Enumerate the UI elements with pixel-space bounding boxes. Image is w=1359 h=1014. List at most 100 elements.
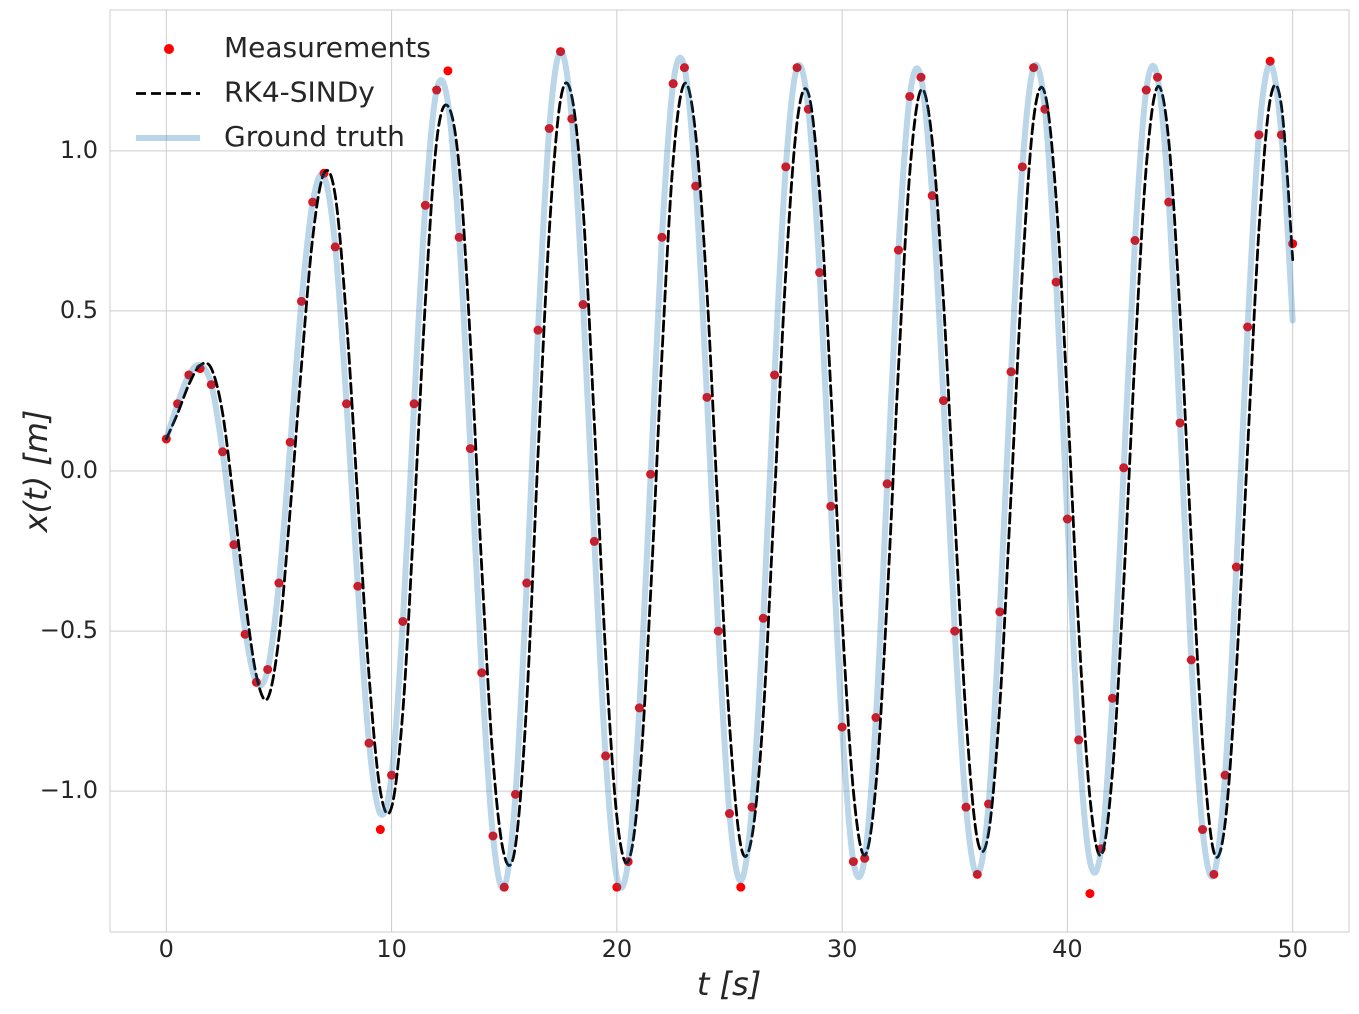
measurement-point — [218, 447, 228, 457]
measurement-point — [375, 825, 385, 835]
x-tick-label: 30 — [827, 935, 858, 963]
measurement-point — [1243, 322, 1253, 332]
measurement-point — [1231, 562, 1241, 572]
measurement-point — [1186, 655, 1196, 665]
measurement-point — [263, 664, 273, 674]
measurement-point — [1006, 367, 1016, 377]
legend-label: Ground truth — [224, 120, 405, 153]
plot-frame — [109, 9, 1350, 933]
measurement-point — [916, 72, 926, 82]
measurement-point — [646, 469, 656, 479]
series-line — [164, 81, 1295, 867]
measurement-point — [758, 613, 768, 623]
measurement-point — [713, 626, 723, 636]
x-tick-label: 10 — [376, 935, 407, 963]
x-tick-label: 50 — [1277, 935, 1308, 963]
measurement-point — [420, 200, 430, 210]
measurement-point — [634, 703, 644, 713]
measurement-point — [826, 501, 836, 511]
measurement-point — [1051, 277, 1061, 287]
measurement-point — [905, 91, 915, 101]
y-tick-label: 0.0 — [60, 456, 98, 484]
measurement-point — [285, 437, 295, 447]
measurement-point — [342, 399, 352, 409]
measurement-point — [499, 882, 509, 892]
measurement-point — [387, 770, 397, 780]
measurement-point — [465, 444, 475, 454]
measurement-point — [972, 869, 982, 879]
measurement-point — [206, 380, 216, 390]
series-line — [163, 48, 1296, 892]
measurement-point — [1198, 825, 1208, 835]
measurement-point — [578, 300, 588, 310]
measurement-point — [1175, 418, 1185, 428]
legend-marker — [164, 44, 174, 54]
measurement-point — [927, 191, 937, 201]
measurement-point — [522, 578, 532, 588]
y-tick-label: 1.0 — [60, 136, 98, 164]
measurement-point — [837, 722, 847, 732]
y-axis-label: x(t) [m] — [17, 410, 55, 534]
measurement-point — [1119, 463, 1129, 473]
measurement-point — [601, 751, 611, 761]
measurement-point — [1141, 85, 1151, 95]
measurement-point — [409, 399, 419, 409]
measurement-point — [747, 802, 757, 812]
measurement-point — [736, 882, 746, 892]
measurement-point — [533, 325, 543, 335]
measurement-point — [1130, 236, 1140, 245]
measurement-point — [589, 536, 599, 546]
measurement-point — [240, 629, 250, 639]
x-tick-label: 20 — [602, 935, 633, 963]
measurement-point — [544, 123, 554, 133]
measurement-point — [792, 63, 802, 73]
y-tick-label: −1.0 — [40, 776, 98, 804]
measurement-point — [893, 245, 903, 255]
measurement-point — [1107, 693, 1117, 703]
measurement-point — [454, 232, 464, 242]
measurement-point — [860, 853, 870, 863]
y-tick-label: −0.5 — [40, 616, 98, 644]
x-axis-label: t [s] — [697, 965, 761, 1003]
measurement-point — [691, 181, 701, 191]
measurement-point — [432, 85, 442, 95]
measurement-point — [770, 370, 780, 380]
measurement-point — [871, 713, 881, 723]
measurement-point — [556, 47, 566, 57]
legend-label: Measurements — [224, 31, 431, 64]
measurement-point — [353, 581, 363, 591]
measurement-point — [781, 162, 791, 172]
x-tick-label: 40 — [1052, 935, 1083, 963]
measurement-point — [1062, 514, 1072, 524]
measurement-point — [657, 232, 667, 242]
measurement-point — [477, 668, 487, 678]
measurement-point — [1017, 162, 1027, 172]
measurement-point — [725, 809, 734, 819]
measurement-point — [1153, 72, 1163, 82]
measurement-point — [364, 738, 374, 748]
measurement-point — [510, 789, 520, 799]
measurement-point — [702, 392, 712, 402]
measurement-point — [229, 540, 239, 550]
measurement-point — [274, 578, 284, 588]
measurement-point — [1254, 130, 1264, 140]
measurement-point — [612, 882, 622, 892]
measurement-point — [398, 616, 408, 626]
legend-label: RK4-SINDy — [224, 76, 375, 109]
measurement-point — [1265, 56, 1275, 66]
measurement-point — [950, 626, 960, 636]
measurement-point — [1164, 197, 1174, 207]
measurement-point — [848, 857, 858, 867]
measurement-point — [1085, 889, 1095, 899]
measurement-point — [995, 607, 1005, 617]
measurement-point — [882, 479, 892, 489]
measurement-point — [1029, 63, 1039, 73]
measurement-point — [1074, 735, 1084, 745]
measurement-point — [296, 296, 306, 306]
measurement-point — [1209, 869, 1219, 879]
measurement-point — [679, 63, 689, 73]
measurement-point — [330, 242, 340, 252]
measurement-point — [1220, 770, 1230, 780]
